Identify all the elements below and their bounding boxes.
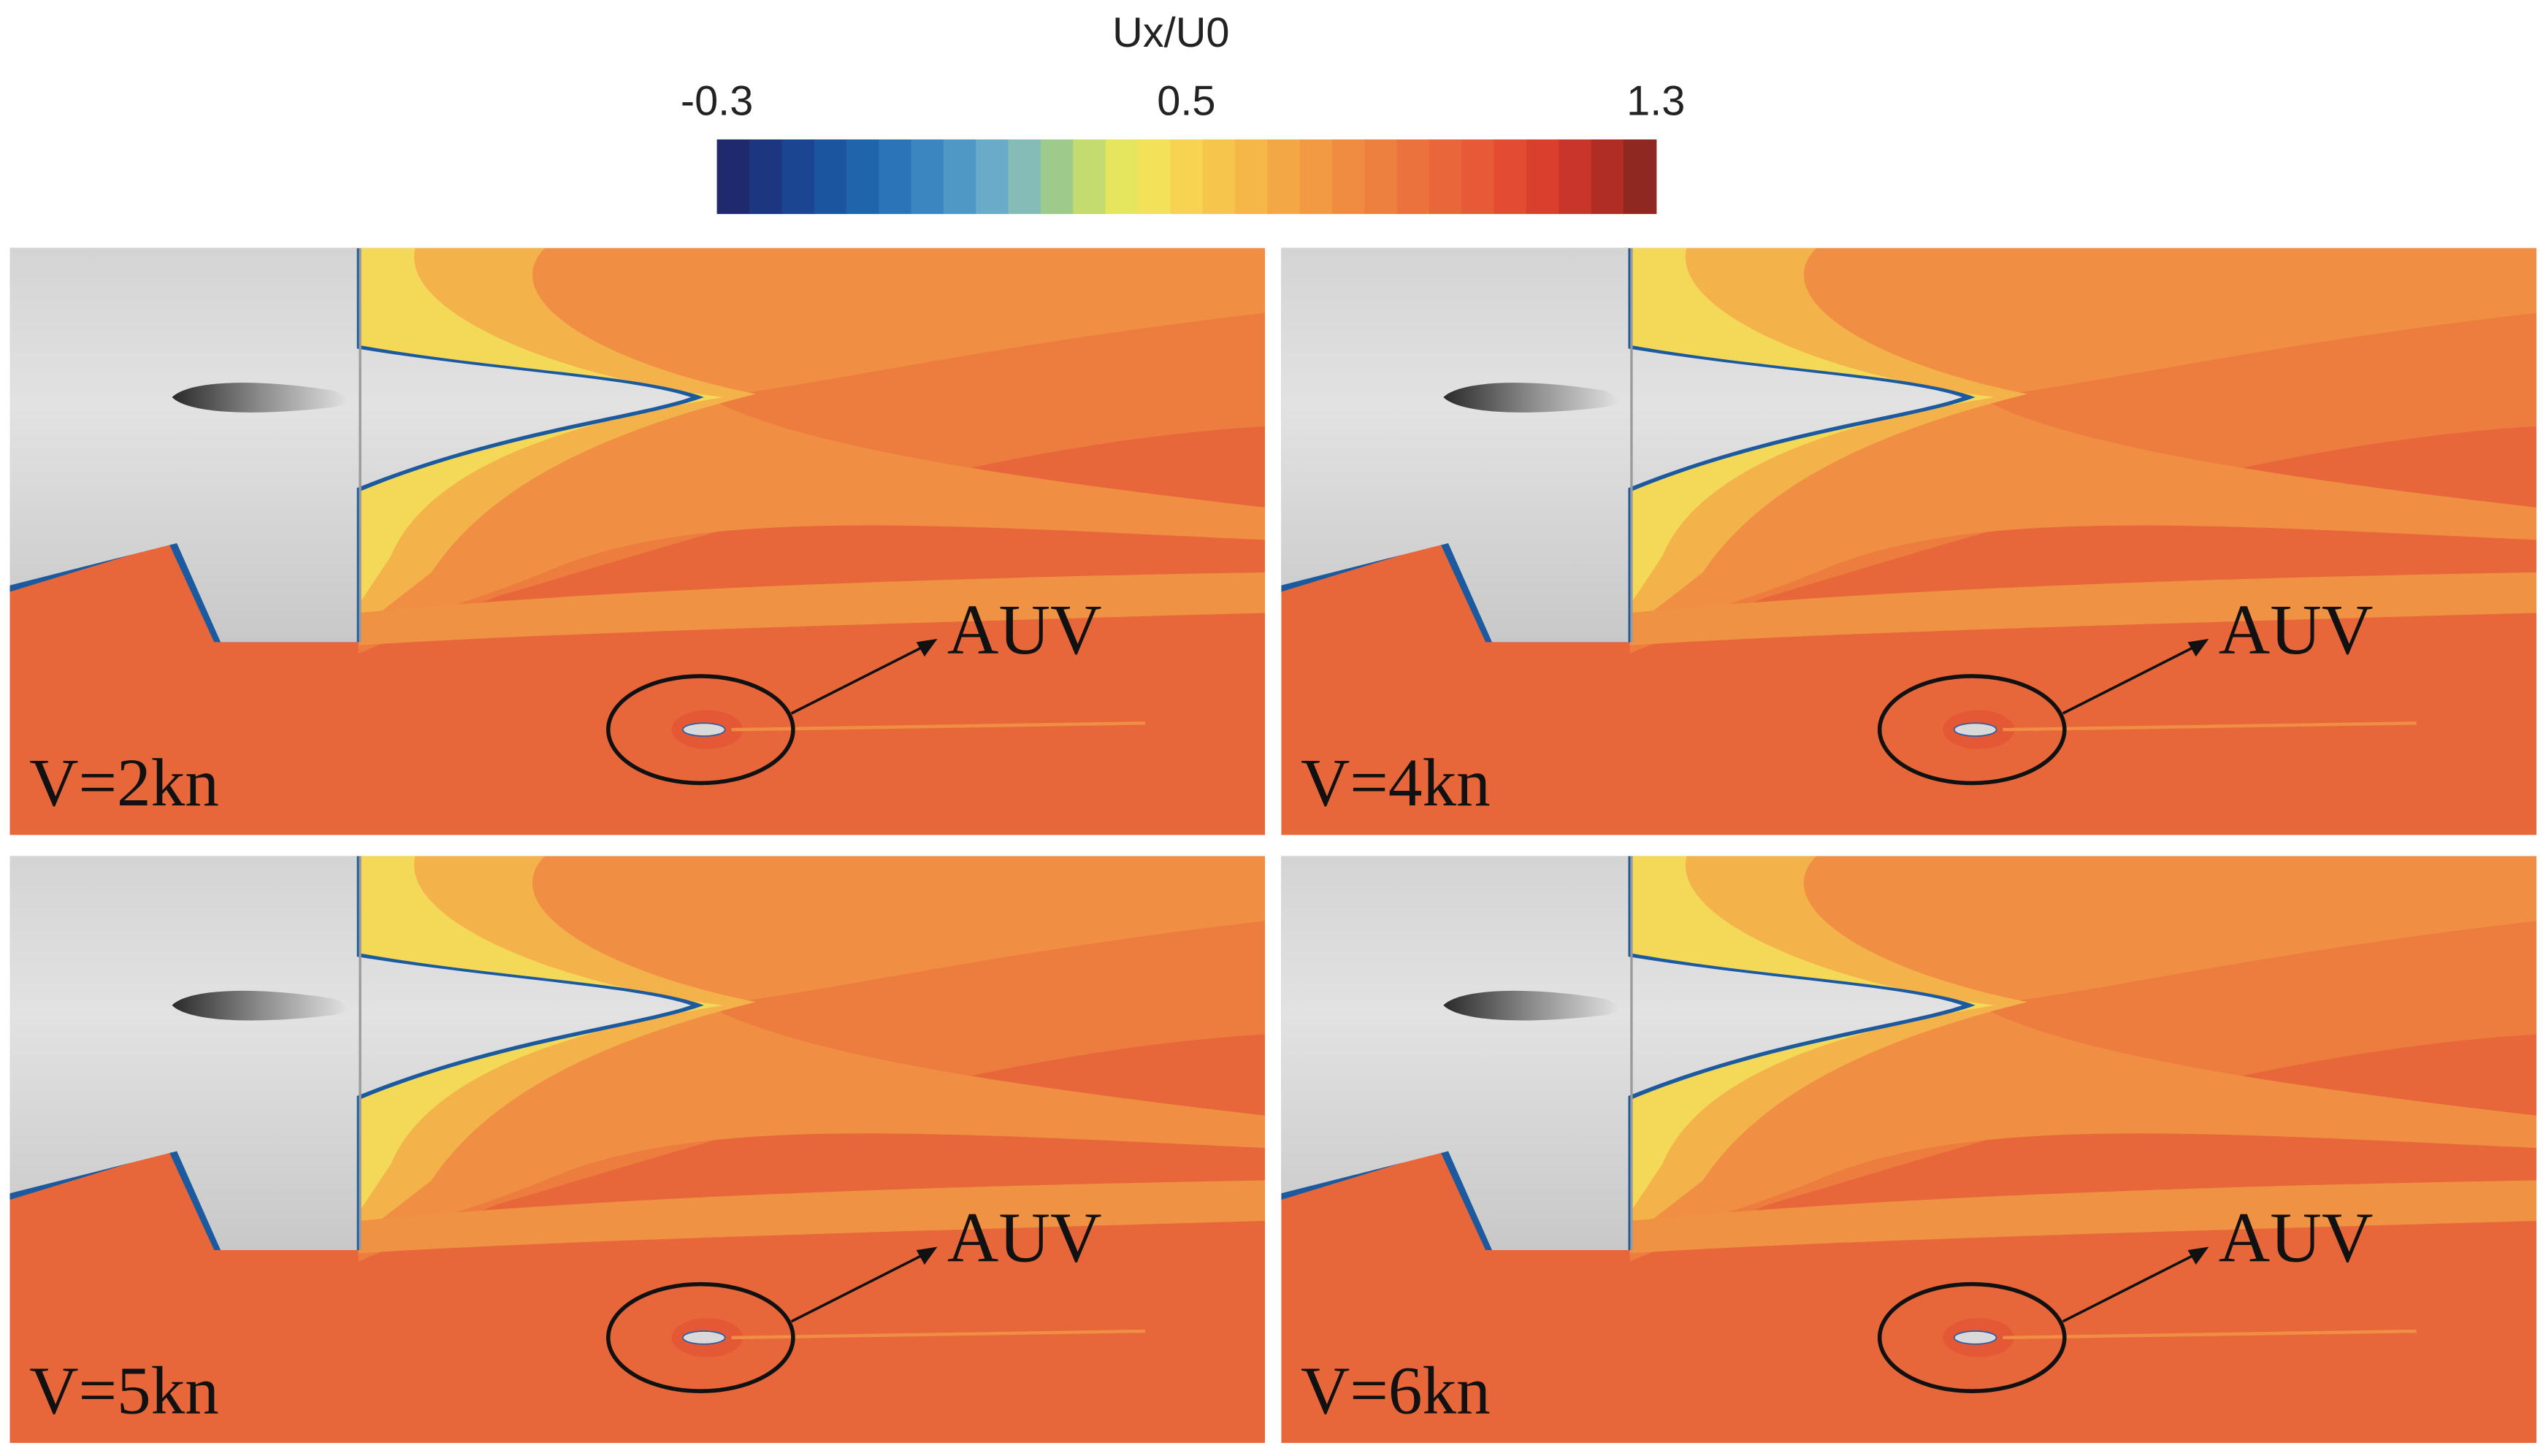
annotation-arrow [2062, 1252, 2198, 1323]
wake-lower [358, 1180, 1266, 1254]
contour [9, 248, 1266, 835]
hull [9, 856, 692, 1250]
arrow-head [916, 1246, 938, 1265]
annotation-arrow [790, 1252, 927, 1323]
colorbar-segment [1461, 139, 1495, 215]
panel-label: V=6kn [1301, 1353, 1491, 1428]
arrow-head [916, 638, 938, 657]
auv-highlight [606, 1281, 795, 1393]
colorbar-segment [1331, 139, 1366, 215]
auv-trail [731, 1329, 1145, 1340]
annotation-arrow [790, 644, 927, 715]
colorbar-tick-label: 0.5 [1157, 77, 1215, 124]
annotation: AUV [947, 1199, 1102, 1278]
hull [9, 248, 692, 643]
foil [1443, 990, 1618, 1021]
contour [1281, 856, 2536, 1444]
colorbar-segment [749, 139, 783, 215]
colorbar-tick-label: -0.3 [681, 77, 753, 124]
colorbar-segment [1234, 139, 1269, 215]
flow-panel: AUV V=5kn [9, 856, 1266, 1444]
hull [1281, 248, 1962, 643]
contour [9, 856, 1266, 1444]
colorbar-segment [781, 139, 815, 215]
hull [1281, 856, 1962, 1250]
colorbar-segment [814, 139, 848, 215]
annotation: AUV [2219, 591, 2374, 670]
auv-highlight [1877, 674, 2067, 786]
auv-body [1953, 722, 1997, 737]
colorbar-segment [976, 139, 1009, 215]
colorbar-segment [1396, 139, 1431, 215]
colorbar-segment [1170, 139, 1204, 215]
colorbar-segment [1267, 139, 1301, 215]
colorbar-segment [879, 139, 912, 215]
panels: AUV V=2kn AUV V=4kn AUV V=5kn AUV V=6kn [9, 248, 2536, 1444]
foil [172, 990, 347, 1021]
flow-panel: AUV V=6kn [1281, 856, 2536, 1444]
foil [1443, 383, 1618, 413]
colorbar-segment [1202, 139, 1236, 215]
colorbar-segment [1040, 139, 1074, 215]
panel-label: V=4kn [1301, 746, 1491, 821]
colorbar-segment [1364, 139, 1398, 215]
arrow-head [2187, 638, 2209, 657]
colorbar-segment [1526, 139, 1560, 215]
colorbar-segment [1559, 139, 1592, 215]
colorbar-segment [1623, 139, 1657, 215]
colorbar-segment [1299, 139, 1334, 215]
auv-body [682, 722, 726, 737]
wake-lower [358, 572, 1266, 645]
annotation: AUV [2219, 1199, 2374, 1278]
annotation-arrow [2062, 644, 2198, 715]
annotation: AUV [947, 591, 1102, 670]
colorbar-segment [1105, 139, 1139, 215]
wake-lower [1629, 1180, 2536, 1254]
auv-highlight [606, 674, 795, 786]
colorbar-title: Ux/U0 [1112, 9, 1229, 56]
auv-highlight [1877, 1281, 2067, 1393]
panel-label: V=5kn [29, 1353, 219, 1428]
arrow-head [2187, 1246, 2209, 1265]
colorbar-segment [1073, 139, 1106, 215]
colorbar-segment [943, 139, 977, 215]
flow-panel: AUV V=4kn [1281, 248, 2536, 835]
auv-body [682, 1330, 726, 1345]
colorbar-tick-label: 1.3 [1626, 77, 1685, 124]
auv-trail [2003, 721, 2417, 732]
colorbar-segment [911, 139, 945, 215]
auv-trail [731, 721, 1145, 732]
colorbar: -0.3 0.5 1.3 [681, 77, 1685, 215]
flow-panel: AUV V=2kn [9, 248, 1266, 835]
panel-label: V=2kn [29, 746, 219, 821]
foil [172, 383, 347, 413]
colorbar-segment [1137, 139, 1171, 215]
contour [1281, 248, 2536, 835]
wake-lower [1629, 572, 2536, 645]
colorbar-segment [1429, 139, 1463, 215]
auv-body [1953, 1330, 1997, 1345]
colorbar-segment [716, 139, 751, 215]
colorbar-segment [1591, 139, 1625, 215]
colorbar-segment [846, 139, 880, 215]
colorbar-segment [1494, 139, 1528, 215]
colorbar-segment [1008, 139, 1042, 215]
auv-trail [2003, 1329, 2417, 1340]
